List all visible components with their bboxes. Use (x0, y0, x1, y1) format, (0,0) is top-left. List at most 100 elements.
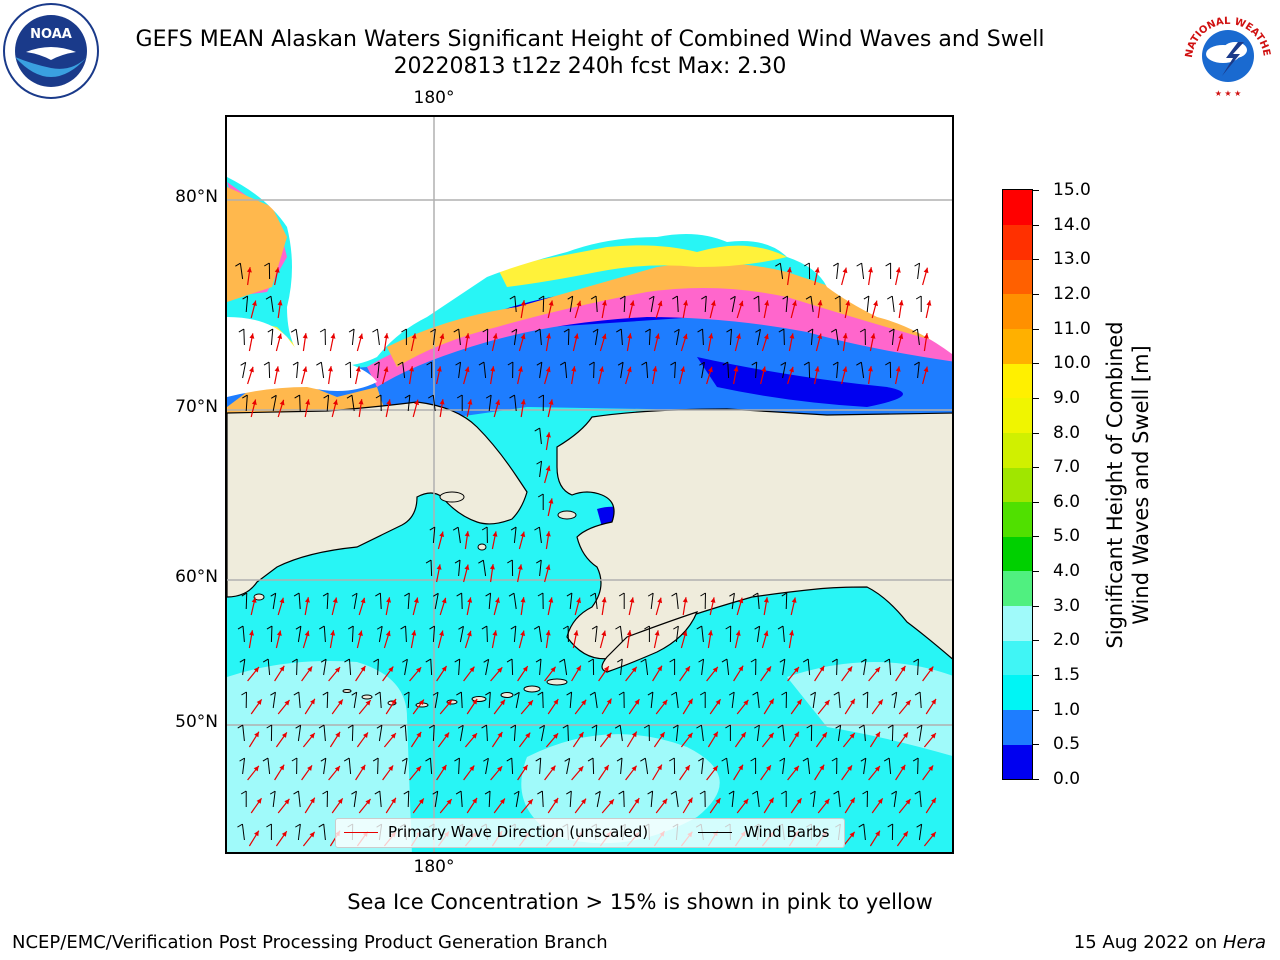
wave-direction-arrowhead (710, 300, 716, 306)
wave-direction-arrowhead (573, 630, 579, 636)
wind-barb-feather (588, 361, 595, 366)
wind-barb-feather (509, 394, 515, 399)
wind-barb (483, 362, 487, 379)
wave-direction-arrowhead (446, 799, 452, 805)
wave-direction-arrowhead (680, 366, 686, 372)
wave-direction-arrowhead (464, 333, 470, 339)
wave-direction-arrowhead (446, 700, 452, 706)
wave-direction-arrowhead (715, 798, 721, 804)
wind-barb-feather (775, 262, 781, 267)
wind-barb (326, 691, 329, 709)
wind-barb-feather (591, 625, 598, 630)
wave-direction-arrowhead (578, 766, 584, 772)
wind-barb (538, 626, 542, 643)
wave-direction-arrowhead (928, 765, 934, 771)
wind-barb-feather (452, 526, 459, 531)
wave-direction-arrowhead (687, 797, 693, 804)
wave-direction-arrowhead (441, 665, 447, 672)
wind-barb (863, 758, 867, 775)
wind-barb-feather (507, 559, 513, 564)
wave-direction-arrowhead (657, 300, 663, 307)
wave-direction-arrowhead (327, 366, 333, 372)
wave-direction-arrowhead (337, 798, 343, 804)
colorbar-tick (1033, 259, 1039, 261)
wave-direction-arrowhead (842, 333, 848, 339)
wave-direction-arrowhead (467, 597, 473, 603)
wave-direction-arrowhead (471, 733, 477, 739)
wave-direction-arrowhead (687, 732, 693, 739)
wind-barb (511, 658, 514, 676)
wind-barb-feather (239, 757, 245, 762)
wave-direction-arrowhead (627, 333, 633, 339)
wave-direction-arrowhead (467, 399, 473, 405)
wave-direction-arrowhead (764, 300, 770, 306)
wave-direction-arrowhead (385, 630, 391, 637)
wave-direction-arrowhead (277, 300, 283, 306)
wind-barb-feather (647, 790, 653, 795)
wind-barb (918, 824, 923, 841)
wind-barb-feather (290, 328, 297, 333)
wind-barb-feather (831, 658, 838, 663)
colorbar-segment (1003, 397, 1032, 433)
wind-barb (377, 362, 380, 379)
wave-direction-arrowhead (796, 699, 802, 705)
wave-direction-arrowhead (792, 300, 797, 307)
wind-barb-feather (485, 394, 492, 399)
wave-direction-arrowhead (330, 333, 336, 339)
wind-barb-feather (778, 328, 785, 333)
wave-direction-arrowhead (814, 267, 820, 273)
wind-barb (348, 758, 352, 775)
wind-barb (594, 725, 598, 742)
wind-barb-feather (295, 724, 301, 729)
wind-barb (245, 395, 248, 412)
wind-barb (863, 659, 867, 676)
wave-direction-arrowhead (708, 333, 714, 339)
wind-barb (515, 791, 520, 808)
colorbar-tick (1033, 640, 1039, 642)
wave-direction-arrowhead (333, 399, 338, 406)
wind-barb-feather (729, 592, 735, 597)
wave-direction-arrowhead (302, 333, 308, 339)
wind-barb (782, 659, 786, 676)
noaa-logo-icon: NOAA (3, 3, 99, 99)
wave-direction-arrowhead (712, 765, 718, 772)
wind-barb (863, 725, 866, 742)
wind-barb (404, 758, 408, 775)
colorbar-tick (1033, 501, 1039, 503)
wind-barb (430, 559, 433, 577)
wave-direction-arrowhead (923, 366, 929, 373)
wave-direction-arrowhead (814, 366, 820, 372)
wind-barb-feather (401, 328, 407, 333)
wind-barb-feather (425, 757, 431, 762)
wind-barb-feather (538, 295, 545, 300)
wind-barbs-layer (235, 262, 923, 841)
wind-barb-feather (510, 724, 516, 729)
wind-barb (378, 626, 383, 643)
wind-barb-feather (862, 790, 868, 795)
wave-direction-arrowhead (548, 300, 554, 306)
wave-direction-arrowhead (522, 764, 528, 771)
wind-barb-feather (237, 724, 243, 729)
wind-barb-feather (916, 823, 922, 828)
wind-barb (351, 724, 354, 742)
wind-barb-feather (238, 328, 245, 333)
wind-barb-feather (373, 658, 379, 663)
wind-barb (538, 527, 542, 544)
wave-direction-arrowhead (766, 666, 772, 672)
wind-barb-feather (506, 757, 513, 762)
wave-direction-arrowhead (786, 267, 792, 273)
lat-label-70: 70°N (175, 397, 218, 417)
wind-barb-feather (343, 757, 350, 762)
wave-direction-arrowhead (766, 765, 771, 771)
wind-barb-feather (701, 295, 707, 300)
wave-direction-arrowhead (545, 630, 551, 636)
wind-barb (836, 658, 838, 676)
wave-direction-arrowhead (763, 333, 769, 340)
wind-barb (539, 758, 542, 775)
wind-barb (891, 724, 894, 742)
wind-barb (458, 560, 461, 577)
wind-barb (351, 625, 354, 643)
wave-direction-arrowhead (330, 630, 336, 636)
wave-direction-arrowhead (824, 700, 830, 706)
wind-barb (323, 758, 327, 775)
